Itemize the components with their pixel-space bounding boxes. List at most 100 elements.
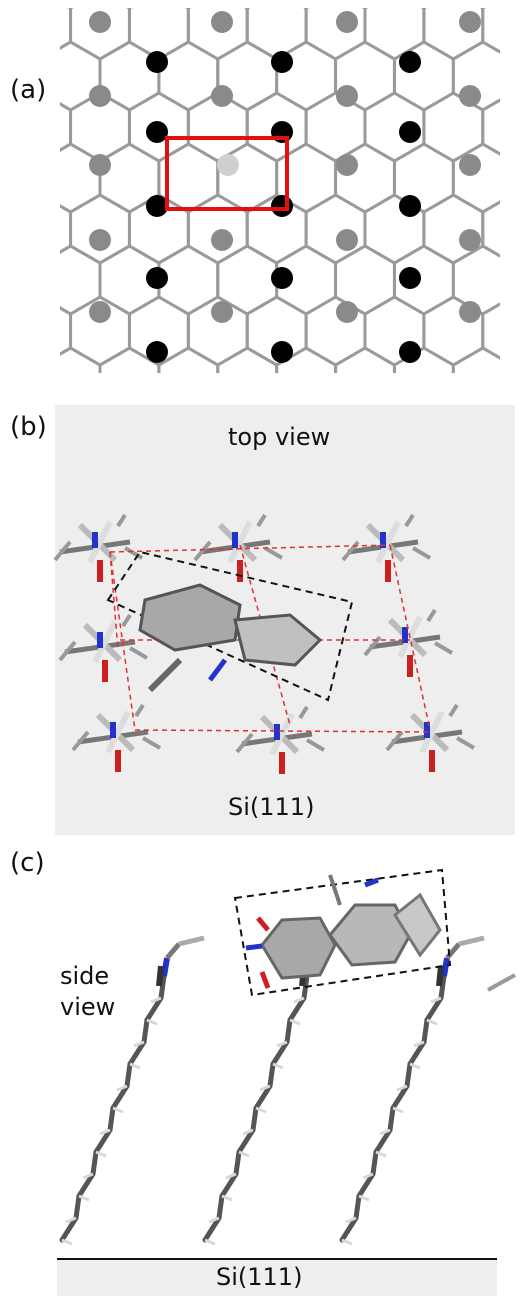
unit-cell-dashed-line [389,544,431,731]
bond [385,730,404,752]
gray-atom [89,229,111,251]
lattice-bond [303,8,307,10]
carbon-bond [93,1127,113,1155]
lattice-bond [512,348,522,365]
lattice-bond [482,302,500,316]
carbon-bond [370,1149,379,1177]
black-atom [271,267,293,289]
unit-cell-rectangle [165,136,289,211]
hydrogen-bond [133,1040,145,1048]
lattice-bond [483,399,512,416]
bond [426,608,437,623]
hydrogen-bond [379,1128,391,1136]
gray-atom [459,301,481,323]
lattice-bond [246,295,278,316]
carbon-bond [158,973,167,1001]
hydrogen-bond [345,1216,357,1224]
lattice-bond [364,346,396,367]
carbon-bond [267,1061,276,1089]
gray-atom [336,85,358,107]
carbon-bond [438,973,447,1001]
lattice-bond [364,91,396,112]
lattice-bond [334,244,366,265]
black-atom [146,51,168,73]
lattice-bond [479,8,483,10]
lattice-bond [275,91,307,112]
bond [87,520,113,564]
aromatic-ring [260,916,337,980]
aromatic-ring [138,583,242,652]
carbon-bond [165,942,181,960]
molecule-headgroup [193,513,284,582]
lattice-bond [12,0,41,8]
hydrogen-bond [392,1106,404,1114]
black-atom [271,195,293,217]
bond [53,540,72,562]
side-view-title-line2: view [60,993,116,1021]
lattice-bond [217,40,248,61]
lattice-bond [12,246,41,263]
carbon-bond [407,1039,427,1067]
gray-atom [459,154,481,176]
methyl-group [328,874,342,906]
gray-atom [211,11,233,33]
gray-atom [217,154,239,176]
black-atom [146,341,168,363]
lattice-bond [305,244,337,265]
lattice-bond [512,0,522,8]
lattice-bond [364,142,396,163]
hydrogen-bond [272,1062,284,1070]
lattice-bond [185,8,189,10]
bond [147,657,183,693]
nitrogen-atom [245,943,263,951]
lattice-bond [420,8,424,10]
carbon-bond [141,1017,150,1045]
hydrogen-bond [129,1062,141,1070]
lattice-bond [512,42,522,59]
hydrogen-bond [375,1150,387,1158]
gray-atom [336,301,358,323]
lattice-bond [128,295,160,316]
carbon-bond [178,935,205,947]
lattice-bond [512,195,522,212]
gray-atom [89,301,111,323]
lattice-bond [67,8,71,10]
lattice-bond [244,8,248,10]
lattice-bond [41,399,70,416]
lattice-bond [247,8,251,10]
lattice-bond [334,193,366,214]
gray-atom [211,229,233,251]
lattice-bond [277,399,306,416]
hydrogen-bond [99,1128,111,1136]
molecule-dashed-box [106,550,354,702]
black-atom [271,341,293,363]
carbon-bond [216,1193,225,1221]
gray-atom [89,11,111,33]
gray-atom [459,11,481,33]
lattice-bond [364,193,396,214]
carbonyl [436,965,444,987]
panel-a-label: (a) [10,75,47,105]
bond [263,546,284,560]
lattice-bond [334,40,366,61]
lattice-bond [128,91,160,112]
lattice-bond [424,399,453,416]
lattice-bond [393,142,425,163]
bond [375,520,401,564]
lattice-bond [305,142,337,163]
panel-c-label: (c) [10,848,45,878]
lattice-bond [452,346,484,367]
lattice-bond [482,200,500,214]
lattice-bond [67,8,71,10]
lattice-bond [69,244,101,265]
molecule-headgroup [71,703,162,772]
lattice-bond [99,295,131,316]
lattice-bond [12,144,41,161]
lattice-bond [70,8,74,10]
bond [227,520,253,564]
hydrogen-bond [221,1194,233,1202]
panel-c-substrate [57,1260,497,1296]
lattice-bond [482,98,500,112]
gray-atom [459,85,481,107]
